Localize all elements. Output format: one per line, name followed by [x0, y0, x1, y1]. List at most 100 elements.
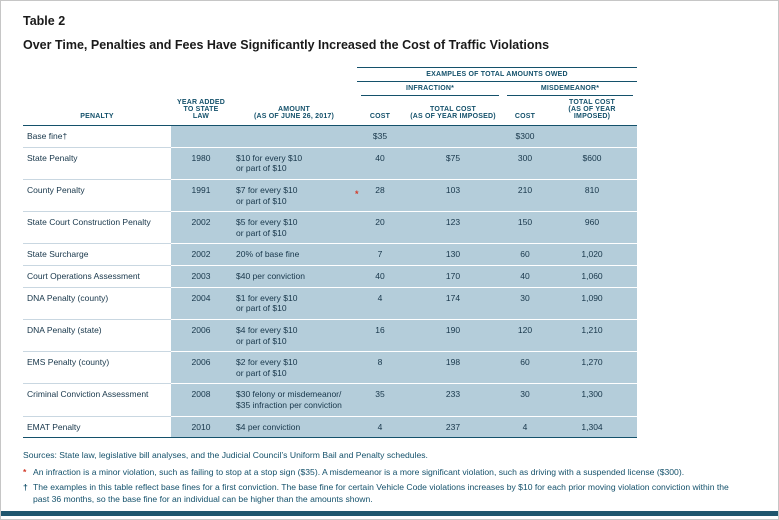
cell-inf-cost: 4: [357, 416, 403, 439]
cell-penalty: Court Operations Assessment: [23, 265, 171, 288]
cell-inf-cost: 35: [357, 383, 403, 417]
cell-amount: $10 for every $10 or part of $10: [231, 147, 357, 180]
cell-year: 1980: [171, 147, 231, 180]
examples-header-row: EXAMPLES OF TOTAL AMOUNTS OWED: [23, 67, 638, 82]
penalties-table: EXAMPLES OF TOTAL AMOUNTS OWED INFRACTIO…: [23, 67, 638, 439]
cell-inf-cost: 40: [357, 147, 403, 180]
table-row: State Penalty 1980 $10 for every $10 or pa…: [23, 147, 638, 180]
cell-mis-cost: 210: [503, 179, 547, 213]
cell-inf-total: 233: [403, 383, 503, 417]
table-row: Criminal Conviction Assessment 2008 $30 fe…: [23, 383, 638, 417]
cell-amount: $2 for every $10 or part of $10: [231, 351, 357, 385]
footnote-dagger-text: The examples in this table reflect base …: [33, 482, 729, 505]
table-row: Court Operations Assessment 2003 $40 per c…: [23, 265, 638, 288]
cell-mis-total: 1,210: [547, 319, 638, 353]
cell-inf-total: 170: [403, 265, 503, 288]
cell-year: 2002: [171, 211, 231, 245]
cell-inf-cost: 28 *: [355, 179, 403, 213]
table-label: Table 2: [23, 14, 66, 28]
cell-mis-total: $600: [547, 147, 638, 180]
table-title: Over Time, Penalties and Fees Have Signi…: [23, 38, 550, 52]
infraction-header: INFRACTION*: [357, 81, 503, 96]
cell-amount: $40 per conviction: [231, 265, 357, 288]
table-row: State Surcharge 2002 20% of base fine 7 130 6…: [23, 243, 638, 266]
cell-mis-total: 1,090: [547, 287, 638, 320]
cell-inf-cost: $35: [357, 125, 403, 148]
cell-inf-total: $75: [403, 147, 503, 180]
cell-mis-cost: 120: [503, 319, 547, 353]
column-header-row: PENALTY YEAR ADDED TO STATE LAW AMOUNT (…: [23, 96, 638, 126]
cell-year: 2003: [171, 265, 231, 288]
footnote-asterisk: * An infraction is a minor violation, su…: [23, 466, 745, 478]
cell-mis-total: 1,304: [547, 416, 638, 439]
amount-column-header: AMOUNT (AS OF JUNE 26, 2017): [231, 96, 357, 126]
cell-penalty: DNA Penalty (state): [23, 319, 171, 353]
cell-inf-total: [403, 125, 503, 148]
cell-year: 2002: [171, 243, 231, 266]
cell-inf-cost: 20: [357, 211, 403, 245]
dagger-marker: †: [23, 482, 28, 493]
cell-mis-total: 1,060: [547, 265, 638, 288]
cell-inf-total: 198: [403, 351, 503, 385]
table-head: EXAMPLES OF TOTAL AMOUNTS OWED INFRACTIO…: [23, 67, 638, 126]
footnote-dagger: † The examples in this table reflect bas…: [23, 481, 745, 505]
header-spacer: [23, 68, 357, 82]
cell-mis-total: 810: [547, 179, 638, 213]
cell-inf-cost: 16: [357, 319, 403, 353]
cell-inf-cost: 40: [357, 265, 403, 288]
cell-mis-cost: 60: [503, 351, 547, 385]
cell-amount: $7 for every $10 or part of $10: [231, 179, 357, 213]
cell-amount: 20% of base fine: [231, 243, 357, 266]
year-column-header: YEAR ADDED TO STATE LAW: [171, 96, 231, 126]
cell-mis-total: [547, 125, 638, 148]
cell-mis-total: 1,300: [547, 383, 638, 417]
table-row: State Court Construction Penalty 2002 $5 f…: [23, 211, 638, 245]
cell-penalty: DNA Penalty (county): [23, 287, 171, 320]
table-row: Base fine† $35 $300: [23, 125, 638, 148]
infraction-total-cost-column-header: TOTAL COST (AS OF YEAR IMPOSED): [403, 96, 503, 126]
footnote-asterisk-text: An infraction is a minor violation, such…: [33, 467, 685, 478]
cell-penalty: State Surcharge: [23, 243, 171, 266]
asterisk-marker: *: [23, 467, 27, 478]
cell-amount: [231, 125, 357, 148]
cell-inf-cost: 8: [357, 351, 403, 385]
cell-inf-total: 237: [403, 416, 503, 439]
cell-inf-total: 174: [403, 287, 503, 320]
cell-amount: $4 for every $10 or part of $10: [231, 319, 357, 353]
cell-year: [171, 125, 231, 148]
cell-penalty: EMS Penalty (county): [23, 351, 171, 385]
cell-mis-cost: 150: [503, 211, 547, 245]
cell-mis-cost: 4: [503, 416, 547, 439]
red-asterisk-marker: *: [355, 188, 359, 199]
bottom-accent-bar: [1, 511, 778, 516]
cell-mis-cost: 60: [503, 243, 547, 266]
cell-mis-cost: 40: [503, 265, 547, 288]
cell-year: 2004: [171, 287, 231, 320]
cell-amount: $4 per conviction: [231, 416, 357, 439]
table-row: County Penalty 1991 $7 for every $10 or pa…: [23, 179, 638, 213]
header-spacer: [23, 82, 357, 97]
cell-year: 2008: [171, 383, 231, 417]
footnotes: Sources: State law, legislative bill ana…: [23, 449, 745, 505]
cell-penalty: Base fine†: [23, 125, 171, 148]
cell-year: 1991: [171, 179, 231, 213]
table-row: EMAT Penalty 2010 $4 per conviction 4 237 4 1,…: [23, 416, 638, 439]
cell-penalty: County Penalty: [23, 179, 171, 213]
cell-penalty: State Court Construction Penalty: [23, 211, 171, 245]
misdemeanor-header: MISDEMEANOR*: [503, 81, 638, 96]
cell-inf-cost: 7: [357, 243, 403, 266]
table-row: DNA Penalty (county) 2004 $1 for every $10…: [23, 287, 638, 320]
cell-inf-total: 190: [403, 319, 503, 353]
cell-penalty: State Penalty: [23, 147, 171, 180]
table-body: Base fine† $35 $300 State Penalty 1980 $10 fo…: [23, 125, 638, 439]
cell-year: 2010: [171, 416, 231, 439]
misdemeanor-cost-column-header: COST: [503, 96, 547, 126]
cell-inf-total: 123: [403, 211, 503, 245]
cell-mis-cost: 300: [503, 147, 547, 180]
cell-amount: $1 for every $10 or part of $10: [231, 287, 357, 320]
cell-penalty: EMAT Penalty: [23, 416, 171, 439]
cell-mis-total: 1,270: [547, 351, 638, 385]
cell-amount: $30 felony or misdemeanor/ $35 infractio…: [231, 383, 357, 417]
cell-inf-cost: 4: [357, 287, 403, 320]
